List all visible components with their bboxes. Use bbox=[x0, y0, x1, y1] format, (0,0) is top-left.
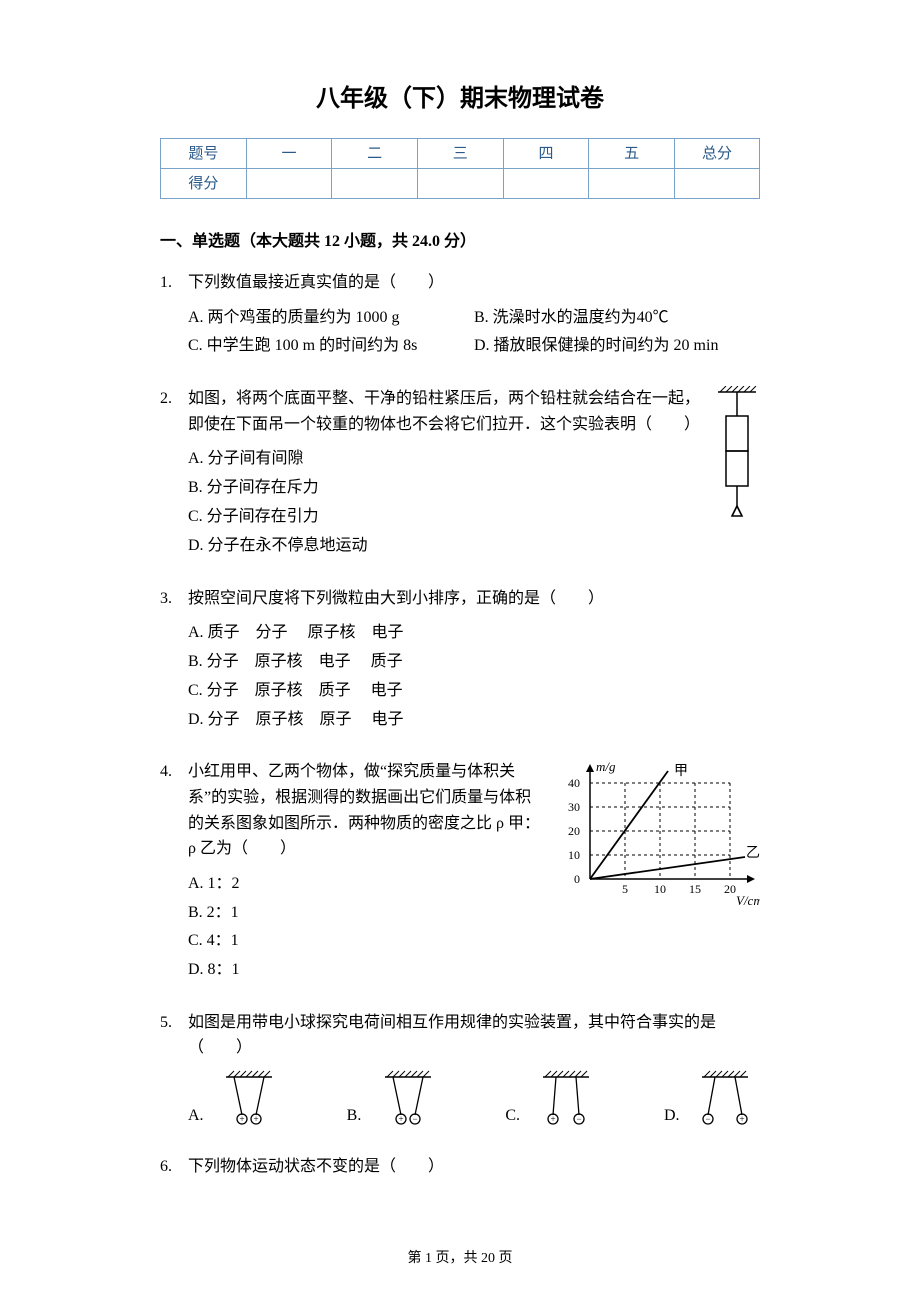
tick-0: 0 bbox=[574, 872, 580, 886]
tick-x10: 10 bbox=[654, 882, 666, 896]
table-header: 二 bbox=[332, 139, 418, 169]
table-cell bbox=[503, 169, 589, 199]
options: A. + + B. bbox=[188, 1069, 760, 1129]
table-header: 总分 bbox=[674, 139, 759, 169]
question-text: 下列数值最接近真实值的是（ ） bbox=[188, 270, 760, 296]
option-c: C. 4：1 bbox=[188, 927, 540, 956]
question-number: 4. bbox=[160, 759, 188, 785]
y-axis-label: m/g bbox=[596, 759, 616, 774]
options: A. 分子间有间隙 B. 分子间存在斥力 C. 分子间存在引力 D. 分子在永不… bbox=[188, 445, 704, 560]
question-number: 2. bbox=[160, 386, 188, 412]
question-text: 如图，将两个底面平整、干净的铅柱紧压后，两个铅柱就会结合在一起，即使在下面吊一个… bbox=[188, 386, 704, 437]
charge-diagram-b: + − bbox=[373, 1069, 443, 1129]
svg-text:+: + bbox=[253, 1114, 258, 1124]
charge-diagram-d: − + bbox=[690, 1069, 760, 1129]
option-label: B. bbox=[347, 1103, 369, 1129]
density-chart: 0 10 20 30 40 5 10 15 20 bbox=[550, 759, 760, 985]
tick-x15: 15 bbox=[689, 882, 701, 896]
table-cell bbox=[332, 169, 418, 199]
table-cell bbox=[674, 169, 759, 199]
table-header: 四 bbox=[503, 139, 589, 169]
tick-x20: 20 bbox=[724, 882, 736, 896]
table-header: 题号 bbox=[161, 139, 247, 169]
option-a: A. 质子 分子 原子核 电子 bbox=[188, 619, 760, 648]
option-d: D. 分子 原子核 原子 电子 bbox=[188, 706, 760, 735]
question-text: 如图是用带电小球探究电荷间相互作用规律的实验装置，其中符合事实的是（ ） bbox=[188, 1010, 760, 1061]
charge-diagram-c: + − bbox=[531, 1069, 601, 1129]
table-row: 得分 bbox=[161, 169, 760, 199]
question-number: 5. bbox=[160, 1010, 188, 1036]
option-d: D. 播放眼保健操的时间约为 20 min bbox=[474, 332, 760, 361]
question-number: 6. bbox=[160, 1154, 188, 1180]
page-title: 八年级（下）期末物理试卷 bbox=[160, 80, 760, 118]
option-b: B. 分子 原子核 电子 质子 bbox=[188, 648, 760, 677]
tick-y30: 30 bbox=[568, 800, 580, 814]
svg-text:−: − bbox=[577, 1114, 582, 1124]
option-d: D. 8：1 bbox=[188, 956, 540, 985]
charge-diagram-a: + + bbox=[214, 1069, 284, 1129]
tick-x5: 5 bbox=[622, 882, 628, 896]
question-number: 3. bbox=[160, 586, 188, 612]
option-d: D. − + bbox=[664, 1069, 760, 1129]
tick-y20: 20 bbox=[568, 824, 580, 838]
option-b: B. 分子间存在斥力 bbox=[188, 474, 704, 503]
svg-text:+: + bbox=[398, 1114, 403, 1124]
table-cell bbox=[246, 169, 332, 199]
tick-y40: 40 bbox=[568, 776, 580, 790]
question-3: 3. 按照空间尺度将下列微粒由大到小排序，正确的是（ ） A. 质子 分子 原子… bbox=[160, 586, 760, 735]
question-text: 下列物体运动状态不变的是（ ） bbox=[188, 1154, 760, 1180]
section-header: 一、单选题（本大题共 12 小题，共 24.0 分） bbox=[160, 229, 760, 255]
options: A. 1：2 B. 2：1 C. 4：1 D. 8：1 bbox=[188, 870, 540, 985]
option-d: D. 分子在永不停息地运动 bbox=[188, 532, 704, 561]
table-row: 题号 一 二 三 四 五 总分 bbox=[161, 139, 760, 169]
line-label-jia: 甲 bbox=[674, 764, 688, 779]
question-4: 4. 小红用甲、乙两个物体，做“探究质量与体积关系”的实验，根据测得的数据画出它… bbox=[160, 759, 760, 985]
options: A. 两个鸡蛋的质量约为 1000 g B. 洗澡时水的温度约为40℃ C. 中… bbox=[188, 304, 760, 362]
svg-text:+: + bbox=[739, 1114, 744, 1124]
question-2: 2. 如图，将两个底面平整、干净的铅柱紧压后，两个铅柱就会结合在一起，即使在下面… bbox=[160, 386, 760, 560]
svg-text:+: + bbox=[239, 1114, 244, 1124]
table-header: 一 bbox=[246, 139, 332, 169]
option-c: C. 分子 原子核 质子 电子 bbox=[188, 677, 760, 706]
tick-y10: 10 bbox=[568, 848, 580, 862]
option-c: C. + − bbox=[505, 1069, 601, 1129]
question-5: 5. 如图是用带电小球探究电荷间相互作用规律的实验装置，其中符合事实的是（ ） … bbox=[160, 1010, 760, 1129]
svg-text:−: − bbox=[705, 1114, 710, 1124]
option-c: C. 分子间存在引力 bbox=[188, 503, 704, 532]
option-label: D. bbox=[664, 1103, 686, 1129]
option-b: B. 2：1 bbox=[188, 899, 540, 928]
option-label: C. bbox=[505, 1103, 527, 1129]
table-header: 五 bbox=[589, 139, 675, 169]
option-b: B. + − bbox=[347, 1069, 443, 1129]
option-a: A. 分子间有间隙 bbox=[188, 445, 704, 474]
question-text: 小红用甲、乙两个物体，做“探究质量与体积关系”的实验，根据测得的数据画出它们质量… bbox=[188, 759, 540, 861]
option-label: A. bbox=[188, 1103, 210, 1129]
table-header: 三 bbox=[417, 139, 503, 169]
option-a: A. 两个鸡蛋的质量约为 1000 g bbox=[188, 304, 474, 333]
table-cell: 得分 bbox=[161, 169, 247, 199]
option-a: A. 1：2 bbox=[188, 870, 540, 899]
question-1: 1. 下列数值最接近真实值的是（ ） A. 两个鸡蛋的质量约为 1000 g B… bbox=[160, 270, 760, 361]
question-number: 1. bbox=[160, 270, 188, 296]
option-a: A. + + bbox=[188, 1069, 284, 1129]
line-label-yi: 乙 bbox=[746, 845, 760, 861]
option-c: C. 中学生跑 100 m 的时间约为 8s bbox=[188, 332, 474, 361]
svg-text:−: − bbox=[412, 1114, 417, 1124]
x-axis-label: V/cm³ bbox=[736, 893, 760, 908]
page-footer: 第 1 页，共 20 页 bbox=[160, 1248, 760, 1270]
question-text: 按照空间尺度将下列微粒由大到小排序，正确的是（ ） bbox=[188, 586, 760, 612]
question-6: 6. 下列物体运动状态不变的是（ ） bbox=[160, 1154, 760, 1188]
table-cell bbox=[589, 169, 675, 199]
svg-text:+: + bbox=[551, 1114, 556, 1124]
lead-cylinder-diagram bbox=[714, 386, 760, 560]
table-cell bbox=[417, 169, 503, 199]
option-b: B. 洗澡时水的温度约为40℃ bbox=[474, 304, 760, 333]
options: A. 质子 分子 原子核 电子 B. 分子 原子核 电子 质子 C. 分子 原子… bbox=[188, 619, 760, 734]
score-table: 题号 一 二 三 四 五 总分 得分 bbox=[160, 138, 760, 199]
